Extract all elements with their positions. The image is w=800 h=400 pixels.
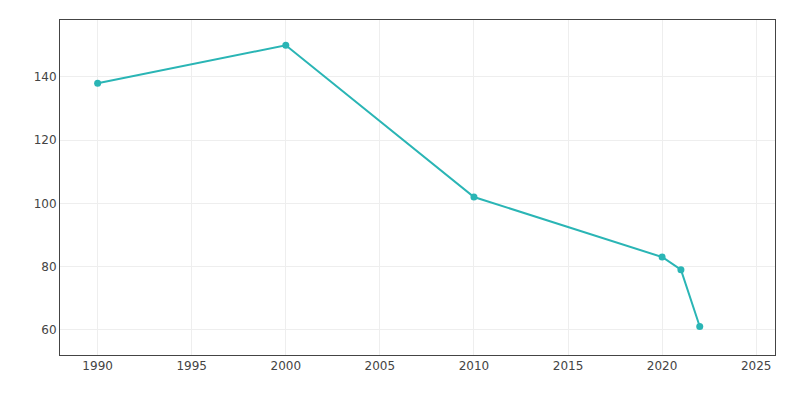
svg-text:1990: 1990 [82,359,113,373]
svg-text:2020: 2020 [647,359,678,373]
svg-text:1995: 1995 [176,359,207,373]
svg-text:80: 80 [41,260,56,274]
svg-text:140: 140 [34,70,57,84]
svg-text:2025: 2025 [741,359,772,373]
svg-text:120: 120 [34,133,57,147]
svg-text:2000: 2000 [271,359,302,373]
svg-text:2005: 2005 [365,359,396,373]
svg-text:2015: 2015 [553,359,584,373]
svg-text:2010: 2010 [459,359,490,373]
svg-text:100: 100 [34,197,57,211]
svg-text:60: 60 [41,323,56,337]
